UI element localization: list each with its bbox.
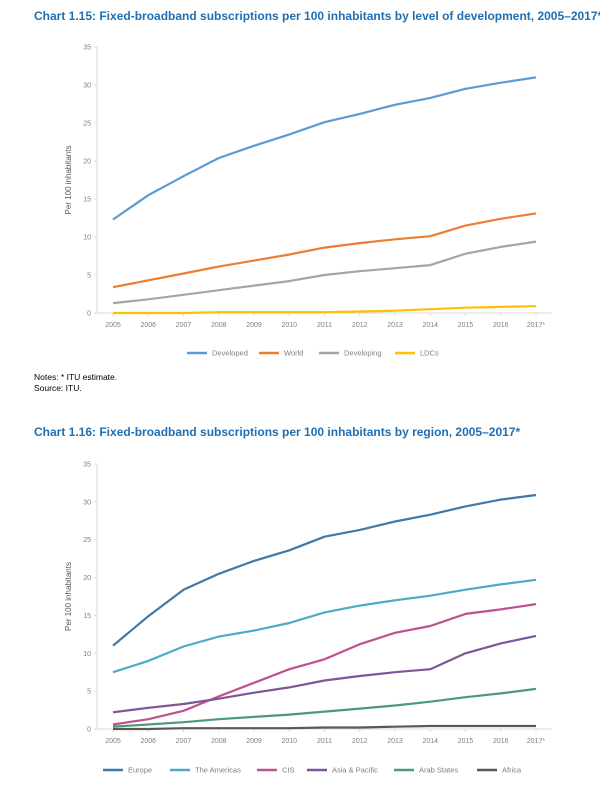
x-tick-label: 2015 (458, 322, 474, 329)
series-line-africa (113, 724, 536, 731)
y-tick-label: 25 (83, 121, 91, 128)
notes-line: Notes: * ITU estimate. (34, 372, 118, 382)
legend-label: Developed (212, 349, 248, 358)
x-tick-label: 2006 (140, 738, 156, 745)
series-line-world (112, 212, 537, 289)
x-tick-label: 2008 (211, 738, 227, 745)
legend-label: LDCs (420, 349, 439, 358)
x-tick-label: 2006 (140, 322, 156, 329)
y-tick-label: 10 (83, 651, 91, 658)
x-tick-label: 2013 (387, 738, 403, 745)
series-line-arab-states (112, 687, 537, 728)
x-tick-label: 2016 (493, 322, 509, 329)
series-line-cis (112, 603, 537, 726)
chart-1-title: Chart 1.15: Fixed-broadband subscription… (34, 9, 600, 23)
x-tick-label: 2011 (317, 322, 332, 329)
series-line-asia-pacific (112, 634, 537, 714)
legend-label: Developing (344, 349, 382, 358)
series-line-the-americas (112, 578, 537, 674)
x-tick-label: 2016 (493, 738, 509, 745)
legend-label: The Americas (195, 766, 241, 775)
legend-label: Europe (128, 766, 152, 775)
legend-label: Asia & Pacific (332, 766, 378, 775)
legend-label: CIS (282, 766, 295, 775)
series-line-developed (112, 76, 537, 221)
y-tick-label: 30 (83, 499, 91, 506)
chart-2-title: Chart 1.16: Fixed-broadband subscription… (34, 425, 521, 439)
x-tick-label: 2012 (352, 738, 368, 745)
y-tick-label: 20 (83, 159, 91, 166)
x-tick-label: 2017* (527, 322, 546, 329)
source-line: Source: ITU. (34, 383, 82, 393)
y-tick-label: 0 (87, 727, 91, 734)
y-tick-label: 15 (83, 197, 91, 204)
series-line-europe (112, 493, 537, 647)
y-tick-label: 5 (87, 273, 91, 280)
series-line-ldcs (113, 305, 537, 315)
x-tick-label: 2012 (352, 322, 368, 329)
series-line-developing (112, 240, 537, 305)
x-tick-label: 2015 (458, 738, 474, 745)
x-tick-label: 2017* (527, 738, 546, 745)
y-tick-label: 5 (87, 689, 91, 696)
x-tick-label: 2010 (281, 738, 297, 745)
legend-label: World (284, 349, 303, 358)
x-tick-label: 2007 (176, 738, 192, 745)
y-axis-label: Per 100 inhabitants (64, 146, 73, 215)
y-axis-label: Per 100 inhabitants (64, 562, 73, 631)
y-tick-label: 10 (83, 235, 91, 242)
x-tick-label: 2013 (387, 322, 403, 329)
x-tick-label: 2008 (211, 322, 227, 329)
x-tick-label: 2014 (422, 322, 438, 329)
x-tick-label: 2005 (105, 738, 121, 745)
x-tick-label: 2009 (246, 738, 262, 745)
y-tick-label: 35 (83, 45, 91, 52)
x-tick-label: 2011 (317, 738, 332, 745)
y-tick-label: 35 (83, 462, 91, 469)
y-tick-label: 15 (83, 613, 91, 620)
chart-1: 0 5 10 15 20 25 30 35 2005 2006 2007 2008 2009 2010 20… (64, 45, 552, 358)
x-tick-label: 2007 (176, 322, 192, 329)
chart-1-notes: Notes: * ITU estimate. Source: ITU. (34, 372, 117, 394)
y-tick-label: 25 (83, 537, 91, 544)
legend-label: Arab States (419, 766, 458, 775)
x-tick-label: 2009 (246, 322, 262, 329)
y-tick-label: 30 (83, 83, 91, 90)
y-tick-label: 0 (87, 311, 91, 318)
x-tick-label: 2014 (422, 738, 438, 745)
x-tick-label: 2010 (281, 322, 297, 329)
y-tick-label: 20 (83, 575, 91, 582)
legend-label: Africa (502, 766, 522, 775)
x-tick-label: 2005 (105, 322, 121, 329)
